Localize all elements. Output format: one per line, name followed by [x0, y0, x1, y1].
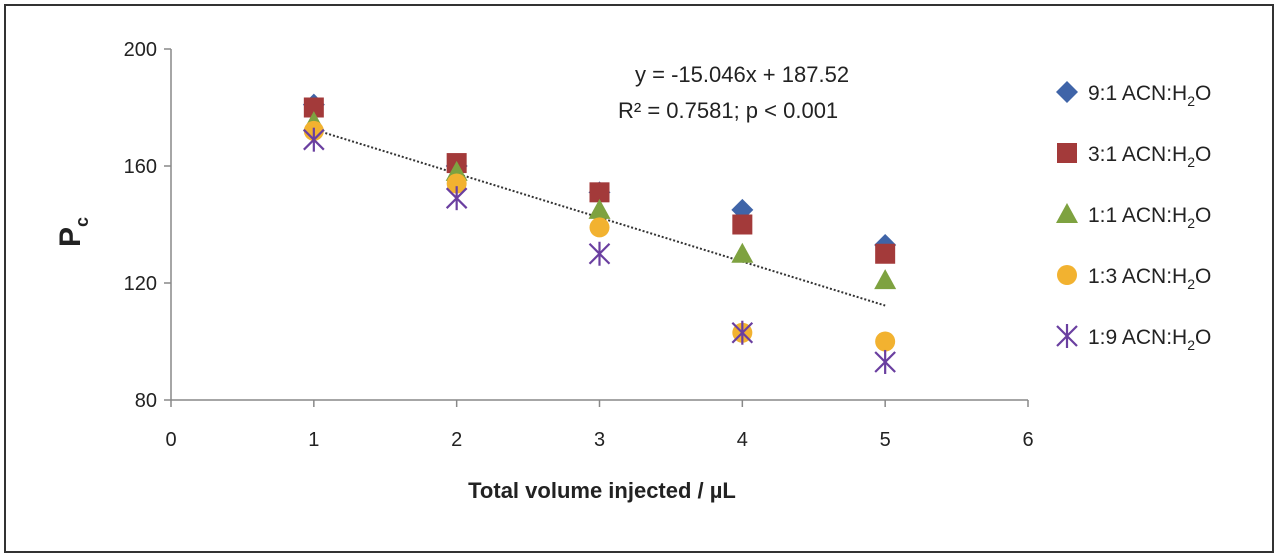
legend-item: 1:3 ACN:H2O — [1057, 265, 1211, 292]
data-point — [303, 97, 324, 118]
legend-marker — [1057, 143, 1077, 163]
data-point — [874, 269, 897, 290]
legend-marker — [1057, 265, 1077, 285]
data-point — [875, 243, 896, 264]
legend-label: 1:3 ACN:H2O — [1088, 265, 1211, 292]
legend-label: 9:1 ACN:H2O — [1088, 82, 1211, 109]
series-5 — [303, 127, 896, 374]
data-point — [874, 349, 896, 374]
legend-marker — [1056, 203, 1078, 223]
x-tick-label: 2 — [451, 429, 462, 451]
points-group — [302, 93, 897, 374]
data-point — [303, 127, 325, 152]
data-point — [589, 217, 610, 238]
data-point — [588, 198, 611, 219]
data-point — [875, 331, 896, 352]
x-tick-label: 0 — [165, 429, 176, 451]
data-point — [588, 241, 611, 266]
x-axis-label: Total volume injected / µL — [468, 478, 736, 503]
legend-marker — [1056, 81, 1078, 103]
x-tick-label: 1 — [308, 429, 319, 451]
series-4 — [303, 120, 896, 352]
legend-item: 1:9 ACN:H2O — [1056, 324, 1211, 353]
x-tick-label: 3 — [594, 429, 605, 451]
data-point — [731, 242, 754, 263]
legend-item: 3:1 ACN:H2O — [1057, 143, 1211, 170]
legend-item: 1:1 ACN:H2O — [1056, 203, 1211, 231]
y-tick-label: 160 — [124, 156, 157, 178]
x-tick-label: 4 — [737, 429, 748, 451]
data-point — [589, 182, 610, 203]
legend-label: 1:1 ACN:H2O — [1088, 204, 1211, 231]
y-tick-label: 80 — [135, 390, 157, 412]
legend-label: 1:9 ACN:H2O — [1088, 326, 1211, 353]
trendline-equation: y = -15.046x + 187.52 — [635, 62, 849, 87]
legend-item: 9:1 ACN:H2O — [1056, 81, 1211, 109]
x-tick-label: 5 — [880, 429, 891, 451]
legend-label: 3:1 ACN:H2O — [1088, 143, 1211, 170]
trendline-r-squared: R² = 0.7581; p < 0.001 — [618, 98, 838, 123]
axes: 80 120 160 200 0 1 2 3 4 5 6 — [124, 39, 1034, 451]
series-2 — [303, 97, 896, 264]
data-point — [731, 320, 754, 345]
legend: 9:1 ACN:H2O 3:1 ACN:H2O 1:1 ACN:H2O 1:3 ACN… — [1056, 81, 1211, 353]
y-tick-label: 200 — [124, 39, 157, 61]
y-tick-label: 120 — [124, 273, 157, 295]
x-tick-label: 6 — [1022, 429, 1033, 451]
data-point — [446, 173, 467, 194]
y-axis-label: Pc — [54, 217, 92, 247]
data-point — [732, 214, 753, 235]
legend-marker — [1056, 324, 1078, 348]
y-axis-label-group: Pc — [54, 217, 92, 247]
data-point — [445, 186, 468, 211]
